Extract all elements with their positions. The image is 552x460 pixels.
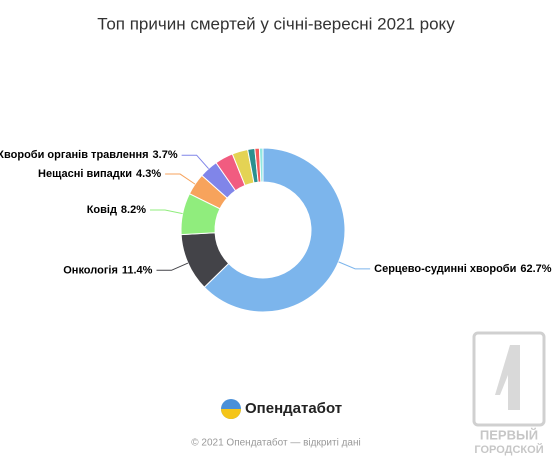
- data-label: Ковід 8.2%: [87, 204, 147, 216]
- label-category: Онкологія: [63, 264, 118, 276]
- label-category: Нещасні випадки: [38, 168, 132, 180]
- logo-text: Опендатабот: [245, 400, 342, 417]
- label-category: Хвороби органів травлення: [0, 149, 149, 161]
- label-value: 3.7%: [153, 149, 178, 161]
- data-label: Онкологія 11.4%: [63, 264, 152, 276]
- label-value: 62.7%: [520, 263, 551, 275]
- label-category: Серцево-судинні хвороби: [374, 263, 516, 275]
- leader-line: [150, 209, 183, 215]
- slice: [258, 147, 264, 183]
- label-value: 11.4%: [122, 264, 153, 276]
- logo-icon-half: [221, 409, 241, 419]
- logo: Опендатабот: [221, 399, 342, 419]
- watermark-text: ГОРОДСКОЙ: [474, 443, 543, 456]
- leader-line: [338, 261, 371, 270]
- leader-line: [165, 173, 196, 185]
- label-value: 8.2%: [121, 204, 146, 216]
- leader-line: [156, 262, 189, 271]
- leader-line: [181, 154, 209, 169]
- watermark: ПЕРВЫЙ ГОРОДСКОЙ: [472, 331, 546, 456]
- label-value: 4.3%: [136, 168, 161, 180]
- watermark-frame: [472, 331, 546, 427]
- footer: © 2021 Опендатабот — відкриті дані: [191, 437, 360, 449]
- data-label: Хвороби органів травлення 3.7%: [0, 149, 178, 161]
- label-category: Ковід: [87, 204, 117, 216]
- watermark-figure: [495, 345, 520, 410]
- slice: [203, 147, 346, 313]
- watermark-text: ПЕРВЫЙ: [480, 427, 538, 442]
- chart-title: Топ причин смертей у січні-вересні 2021 …: [97, 14, 455, 33]
- data-label: Нещасні випадки 4.3%: [38, 168, 161, 180]
- data-label: Серцево-судинні хвороби 62.7%: [374, 263, 552, 275]
